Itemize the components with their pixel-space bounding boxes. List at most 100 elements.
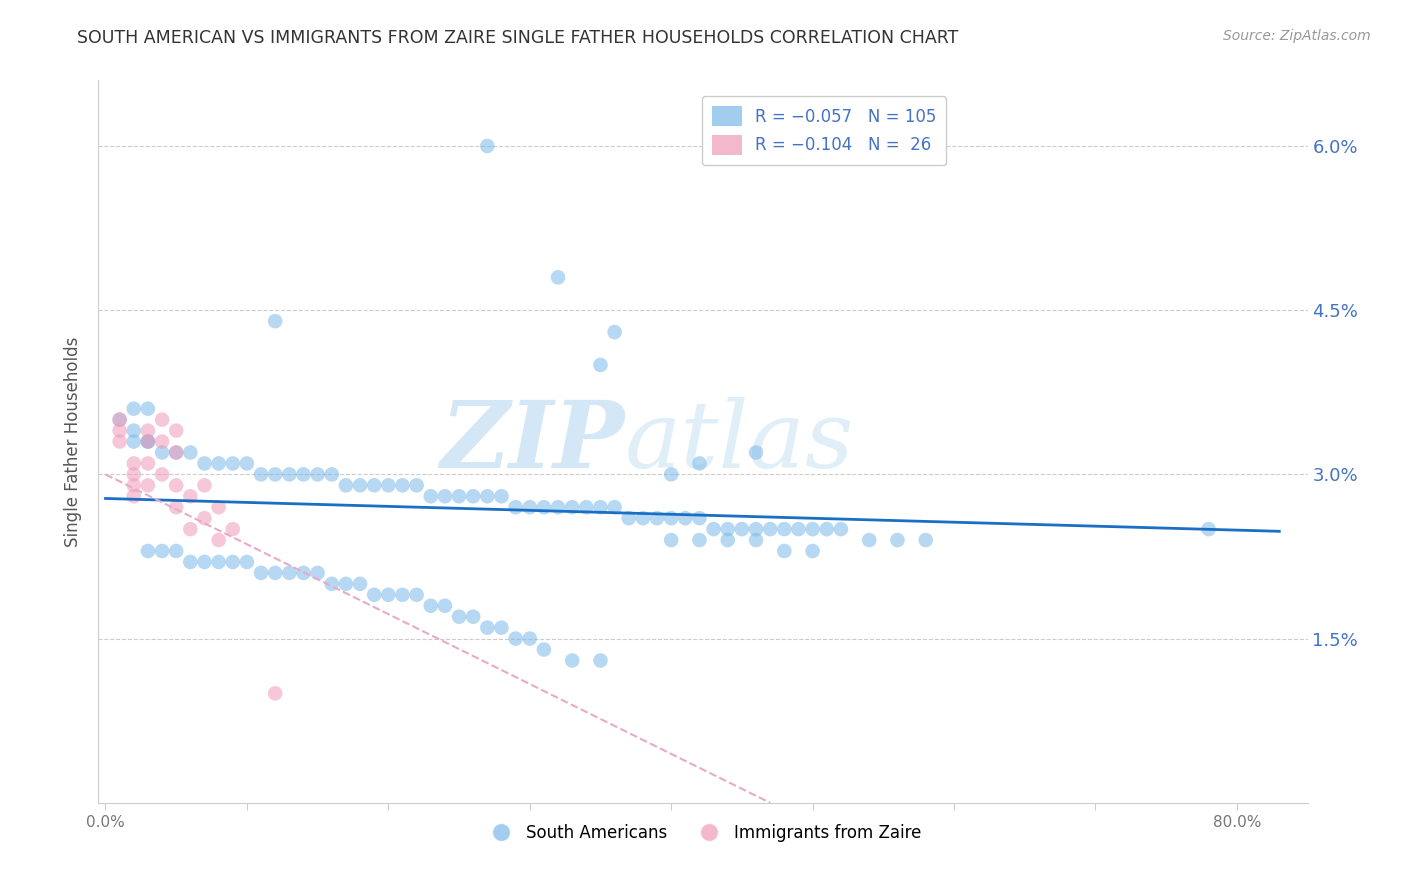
Point (321, 467, 343, 482)
Point (745, 445, 768, 459)
Point (561, 653, 583, 667)
Point (307, 467, 329, 482)
Point (463, 609, 485, 624)
Point (179, 555, 201, 569)
Point (264, 314, 287, 328)
Point (108, 412, 131, 426)
Text: Source: ZipAtlas.com: Source: ZipAtlas.com (1223, 29, 1371, 43)
Point (108, 434, 131, 449)
Point (122, 424, 145, 438)
Point (108, 424, 131, 438)
Point (250, 566, 273, 580)
Point (349, 577, 371, 591)
Point (589, 500, 612, 515)
Point (447, 489, 470, 503)
Text: SOUTH AMERICAN VS IMMIGRANTS FROM ZAIRE SINGLE FATHER HOUSEHOLDS CORRELATION CHA: SOUTH AMERICAN VS IMMIGRANTS FROM ZAIRE … (77, 29, 959, 46)
Point (165, 500, 187, 515)
Point (801, 522, 824, 536)
Point (165, 544, 187, 558)
Point (222, 555, 245, 569)
Point (122, 467, 145, 482)
Point (193, 478, 215, 492)
Point (659, 467, 682, 482)
Point (122, 489, 145, 503)
Point (292, 566, 315, 580)
Point (179, 489, 201, 503)
Point (688, 511, 710, 525)
Point (477, 489, 499, 503)
Point (589, 358, 612, 372)
Point (759, 522, 782, 536)
Point (222, 457, 245, 471)
Point (914, 533, 936, 547)
Point (631, 511, 654, 525)
Point (645, 511, 668, 525)
Point (207, 457, 229, 471)
Point (250, 467, 273, 482)
Point (886, 533, 908, 547)
Text: ZIP: ZIP (440, 397, 624, 486)
Point (419, 489, 441, 503)
Point (688, 533, 710, 547)
Point (165, 424, 187, 438)
Point (377, 588, 399, 602)
Point (264, 467, 287, 482)
Point (405, 588, 427, 602)
Point (377, 478, 399, 492)
Point (491, 621, 513, 635)
Point (519, 500, 541, 515)
Point (589, 653, 612, 667)
Point (136, 478, 159, 492)
Point (335, 478, 357, 492)
Point (603, 500, 626, 515)
Point (122, 434, 145, 449)
Point (603, 325, 626, 339)
Point (547, 270, 569, 285)
Point (419, 599, 441, 613)
Point (363, 588, 385, 602)
Point (617, 511, 640, 525)
Point (264, 686, 287, 700)
Point (207, 533, 229, 547)
Point (533, 642, 555, 657)
Point (222, 522, 245, 536)
Point (150, 445, 173, 459)
Point (773, 522, 796, 536)
Point (150, 467, 173, 482)
Point (122, 401, 145, 416)
Point (136, 434, 159, 449)
Point (659, 533, 682, 547)
Point (745, 522, 768, 536)
Point (236, 555, 259, 569)
Point (505, 632, 527, 646)
Text: atlas: atlas (624, 397, 853, 486)
Point (122, 457, 145, 471)
Point (136, 401, 159, 416)
Point (745, 533, 768, 547)
Point (703, 522, 725, 536)
Point (207, 500, 229, 515)
Point (136, 434, 159, 449)
Point (477, 621, 499, 635)
Point (179, 445, 201, 459)
Point (561, 500, 583, 515)
Point (688, 457, 710, 471)
Point (717, 533, 740, 547)
Point (165, 478, 187, 492)
Point (391, 588, 413, 602)
Point (363, 478, 385, 492)
Point (307, 566, 329, 580)
Point (136, 424, 159, 438)
Point (477, 139, 499, 153)
Point (815, 522, 838, 536)
Point (391, 478, 413, 492)
Point (349, 478, 371, 492)
Point (278, 467, 301, 482)
Point (830, 522, 852, 536)
Point (150, 544, 173, 558)
Point (575, 500, 598, 515)
Point (321, 577, 343, 591)
Point (801, 544, 824, 558)
Point (433, 489, 456, 503)
Legend: South Americans, Immigrants from Zaire: South Americans, Immigrants from Zaire (478, 817, 928, 848)
